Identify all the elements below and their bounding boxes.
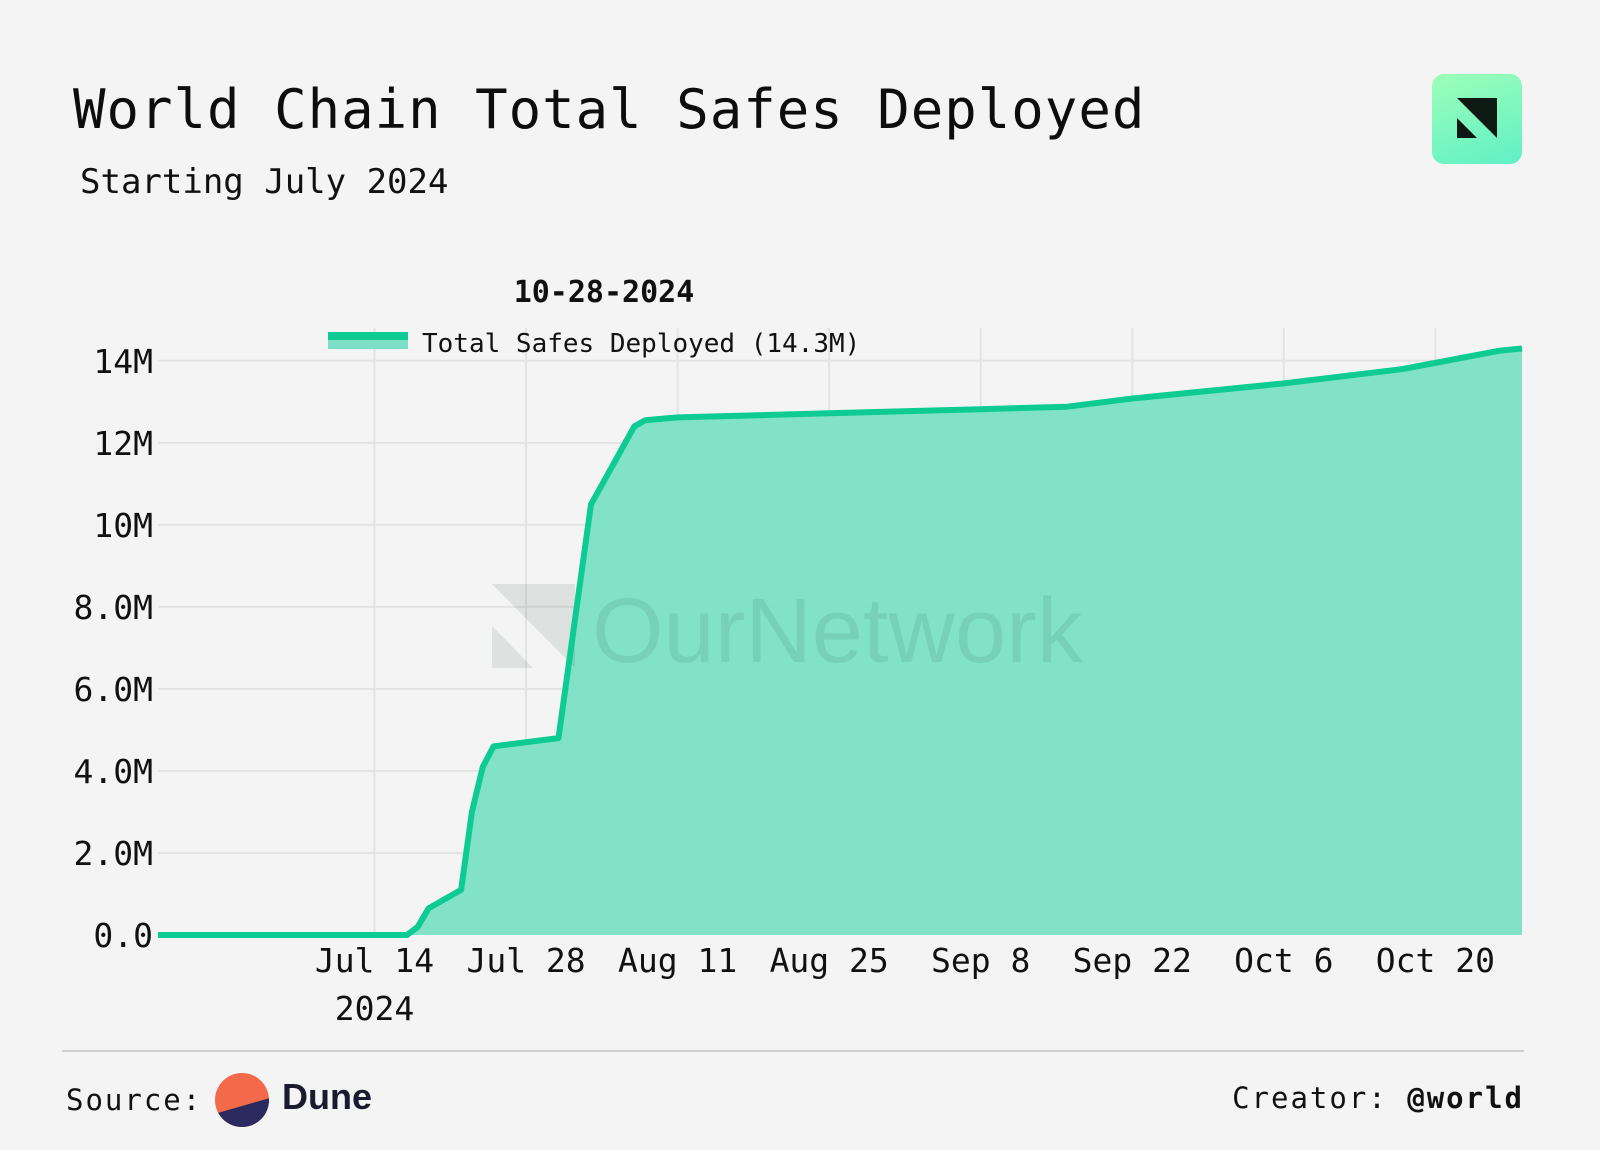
series-line bbox=[158, 345, 1523, 938]
chart-subtitle: Starting July 2024 bbox=[80, 162, 449, 202]
x-tick-sublabel: 2024 bbox=[335, 989, 414, 1028]
x-tick-label: Oct 6 bbox=[1234, 941, 1333, 980]
y-tick-label: 10M bbox=[93, 506, 153, 545]
x-tick-label: Sep 8 bbox=[931, 941, 1030, 980]
source-label: Source: bbox=[66, 1083, 203, 1117]
ournetwork-logo-icon bbox=[1432, 74, 1522, 164]
y-tick-label: 14M bbox=[93, 342, 153, 381]
y-tick-label: 8.0M bbox=[74, 588, 153, 627]
watermark-text: OurNetwork bbox=[592, 580, 1084, 682]
watermark: OurNetwork bbox=[492, 580, 1084, 682]
x-tick-label: Oct 20 bbox=[1376, 941, 1495, 980]
creator-handle: @world bbox=[1407, 1081, 1524, 1115]
creator-label: Creator: bbox=[1232, 1081, 1388, 1115]
chart-area: OurNetwork 0.0 2.0M 4.0M 6.0M 8.0M 10M 12M 14M Ju… bbox=[74, 275, 1523, 1028]
x-tick-label: Sep 22 bbox=[1073, 941, 1192, 980]
y-tick-label: 4.0M bbox=[74, 752, 153, 791]
creator-credit: Creator: @world bbox=[1232, 1081, 1524, 1115]
x-tick-label: Aug 11 bbox=[618, 941, 737, 980]
footer-divider bbox=[62, 1050, 1524, 1052]
hover-date-label: 10-28-2024 bbox=[514, 275, 695, 310]
source-name: Dune bbox=[282, 1076, 372, 1117]
legend-label: Total Safes Deployed (14.3M) bbox=[422, 329, 860, 359]
x-tick-label: Aug 25 bbox=[770, 941, 889, 980]
series-area bbox=[158, 348, 1522, 935]
watermark-logo-icon bbox=[492, 584, 575, 668]
y-tick-label: 2.0M bbox=[74, 834, 153, 873]
x-tick-label: Jul 28 bbox=[466, 941, 585, 980]
y-tick-label: 0.0 bbox=[93, 916, 153, 955]
watermark-logo-icon bbox=[492, 626, 533, 668]
legend-swatch bbox=[328, 339, 408, 349]
chart-title: World Chain Total Safes Deployed bbox=[73, 78, 1146, 141]
y-tick-label: 6.0M bbox=[74, 670, 153, 709]
x-tick-label: Jul 14 bbox=[315, 941, 434, 980]
legend-swatch-line bbox=[328, 332, 408, 340]
y-tick-label: 12M bbox=[93, 424, 153, 463]
dune-logo-icon bbox=[215, 1073, 269, 1127]
